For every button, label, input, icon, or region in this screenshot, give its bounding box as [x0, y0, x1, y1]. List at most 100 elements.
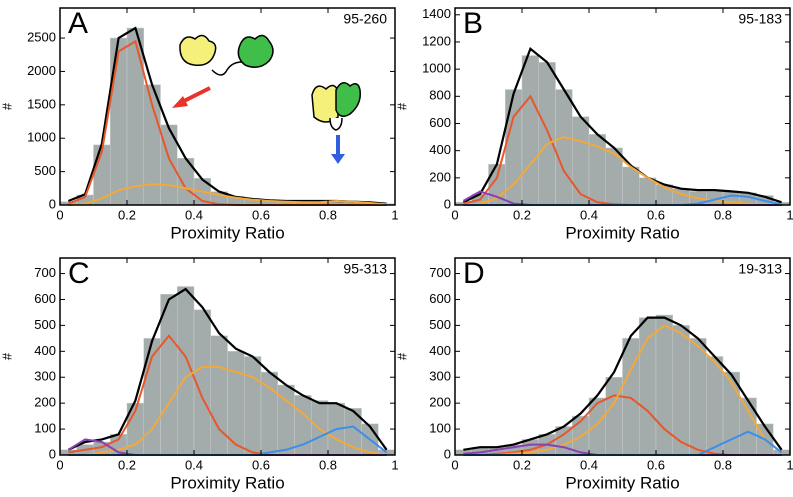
x-axis-label: Proximity Ratio: [170, 473, 284, 492]
x-tick-label: 0.4: [580, 457, 598, 472]
y-tick-label: 1400: [422, 6, 451, 21]
fit-line: [68, 183, 387, 206]
panel-letter: D: [463, 257, 485, 290]
x-tick-label: 0.6: [647, 207, 665, 222]
y-tick-label: 200: [429, 395, 451, 410]
fit-line: [463, 324, 783, 456]
histogram-bar: [588, 397, 606, 456]
x-tick-label: 1: [786, 457, 793, 472]
panel: 0 0.2 0.4 0.6 0.8 1 0 200 400 600 800 1000 1200 1400 P…: [394, 6, 793, 242]
histogram-bar: [521, 55, 539, 206]
y-tick-label: 200: [429, 169, 451, 184]
x-tick-label: 0.8: [714, 457, 732, 472]
x-tick-label: 1: [391, 207, 398, 222]
y-tick-label: 0: [444, 196, 451, 211]
x-tick-label: 0.6: [252, 207, 270, 222]
fit-line: [68, 365, 387, 456]
histogram-bar: [739, 397, 757, 456]
x-tick-label: 0.2: [118, 457, 136, 472]
x-tick-label: 0: [56, 207, 63, 222]
x-tick-label: 0: [56, 457, 63, 472]
panel-label: 95-183: [738, 11, 782, 27]
panel-label: 19-313: [738, 261, 782, 277]
histogram-bar: [672, 325, 690, 456]
y-tick-label: 1000: [27, 130, 56, 145]
histogram-bar: [210, 335, 228, 456]
y-tick-label: 500: [429, 317, 451, 332]
closed-cartoon: [311, 82, 362, 164]
histogram-bar: [555, 89, 573, 206]
histogram-bar: [605, 376, 623, 456]
histogram-bar: [126, 27, 144, 206]
histogram-bar: [538, 62, 556, 206]
y-tick-label: 700: [34, 265, 56, 280]
x-tick-label: 1: [391, 457, 398, 472]
x-tick-label: 1: [786, 207, 793, 222]
y-tick-label: 0: [444, 446, 451, 461]
y-tick-label: 800: [429, 88, 451, 103]
histogram-bar: [622, 166, 640, 206]
panel-letter: B: [463, 7, 483, 40]
x-tick-label: 0.4: [580, 207, 598, 222]
y-tick-label: 1500: [27, 96, 56, 111]
panel-label: 95-260: [343, 11, 387, 27]
x-tick-label: 0.4: [185, 457, 203, 472]
x-axis-label: Proximity Ratio: [170, 223, 284, 242]
fit-line: [462, 46, 782, 204]
histogram-bar: [605, 147, 623, 206]
y-tick-label: 1000: [422, 61, 451, 76]
y-tick-label: 500: [34, 163, 56, 178]
y-tick-label: 0: [49, 446, 56, 461]
panel: 0 0.2 0.4 0.6 0.8 1 0 100 200 300 400 500 600 700 Prox…: [0, 257, 399, 493]
panel: 0 0.2 0.4 0.6 0.8 1 0 100 200 300 400 500 600 700 Prox…: [394, 257, 793, 493]
x-tick-label: 0: [451, 207, 458, 222]
histogram-bar: [110, 37, 128, 206]
histogram-bar: [572, 116, 590, 206]
y-axis-label: #: [0, 102, 14, 110]
fit-line: [463, 136, 782, 206]
histogram-bar: [689, 338, 707, 456]
fit-line: [67, 287, 388, 451]
y-tick-label: 100: [429, 421, 451, 436]
x-tick-label: 0.6: [647, 457, 665, 472]
x-tick-label: 0.6: [252, 457, 270, 472]
open-cartoon: [172, 34, 274, 108]
y-tick-label: 100: [34, 421, 56, 436]
y-tick-label: 2000: [27, 63, 56, 78]
y-axis-label: #: [394, 102, 409, 110]
y-tick-label: 200: [34, 395, 56, 410]
y-tick-label: 2500: [27, 29, 56, 44]
histogram-bar: [706, 356, 724, 456]
panel-label: 95-313: [343, 261, 387, 277]
y-tick-label: 600: [34, 291, 56, 306]
y-tick-label: 600: [429, 115, 451, 130]
y-tick-label: 400: [34, 343, 56, 358]
y-tick-label: 1200: [422, 33, 451, 48]
y-tick-label: 300: [34, 369, 56, 384]
x-tick-label: 0.2: [118, 207, 136, 222]
fit-line: [463, 316, 783, 451]
y-axis-label: #: [0, 352, 14, 360]
x-axis-label: Proximity Ratio: [565, 473, 679, 492]
histogram-bar: [244, 356, 262, 456]
y-tick-label: 400: [429, 142, 451, 157]
plot-frame: [59, 7, 396, 206]
y-tick-label: 700: [429, 265, 451, 280]
x-tick-label: 0: [451, 457, 458, 472]
x-tick-label: 0.8: [319, 457, 337, 472]
x-tick-label: 0.4: [185, 207, 203, 222]
y-tick-label: 300: [429, 369, 451, 384]
histogram-bar: [160, 294, 178, 456]
y-tick-label: 400: [429, 343, 451, 358]
panel-letter: C: [68, 257, 90, 290]
y-tick-label: 600: [429, 291, 451, 306]
histogram-bar: [505, 89, 523, 206]
panel: 0 0.2 0.4 0.6 0.8 1 0 500 1000 1500 2000 2500 Proxim…: [0, 7, 399, 243]
x-axis-label: Proximity Ratio: [565, 223, 679, 242]
x-tick-label: 0.8: [714, 207, 732, 222]
plot-frame: [454, 7, 791, 206]
panel-letter: A: [68, 7, 88, 40]
x-tick-label: 0.2: [513, 207, 531, 222]
y-tick-label: 0: [49, 196, 56, 211]
